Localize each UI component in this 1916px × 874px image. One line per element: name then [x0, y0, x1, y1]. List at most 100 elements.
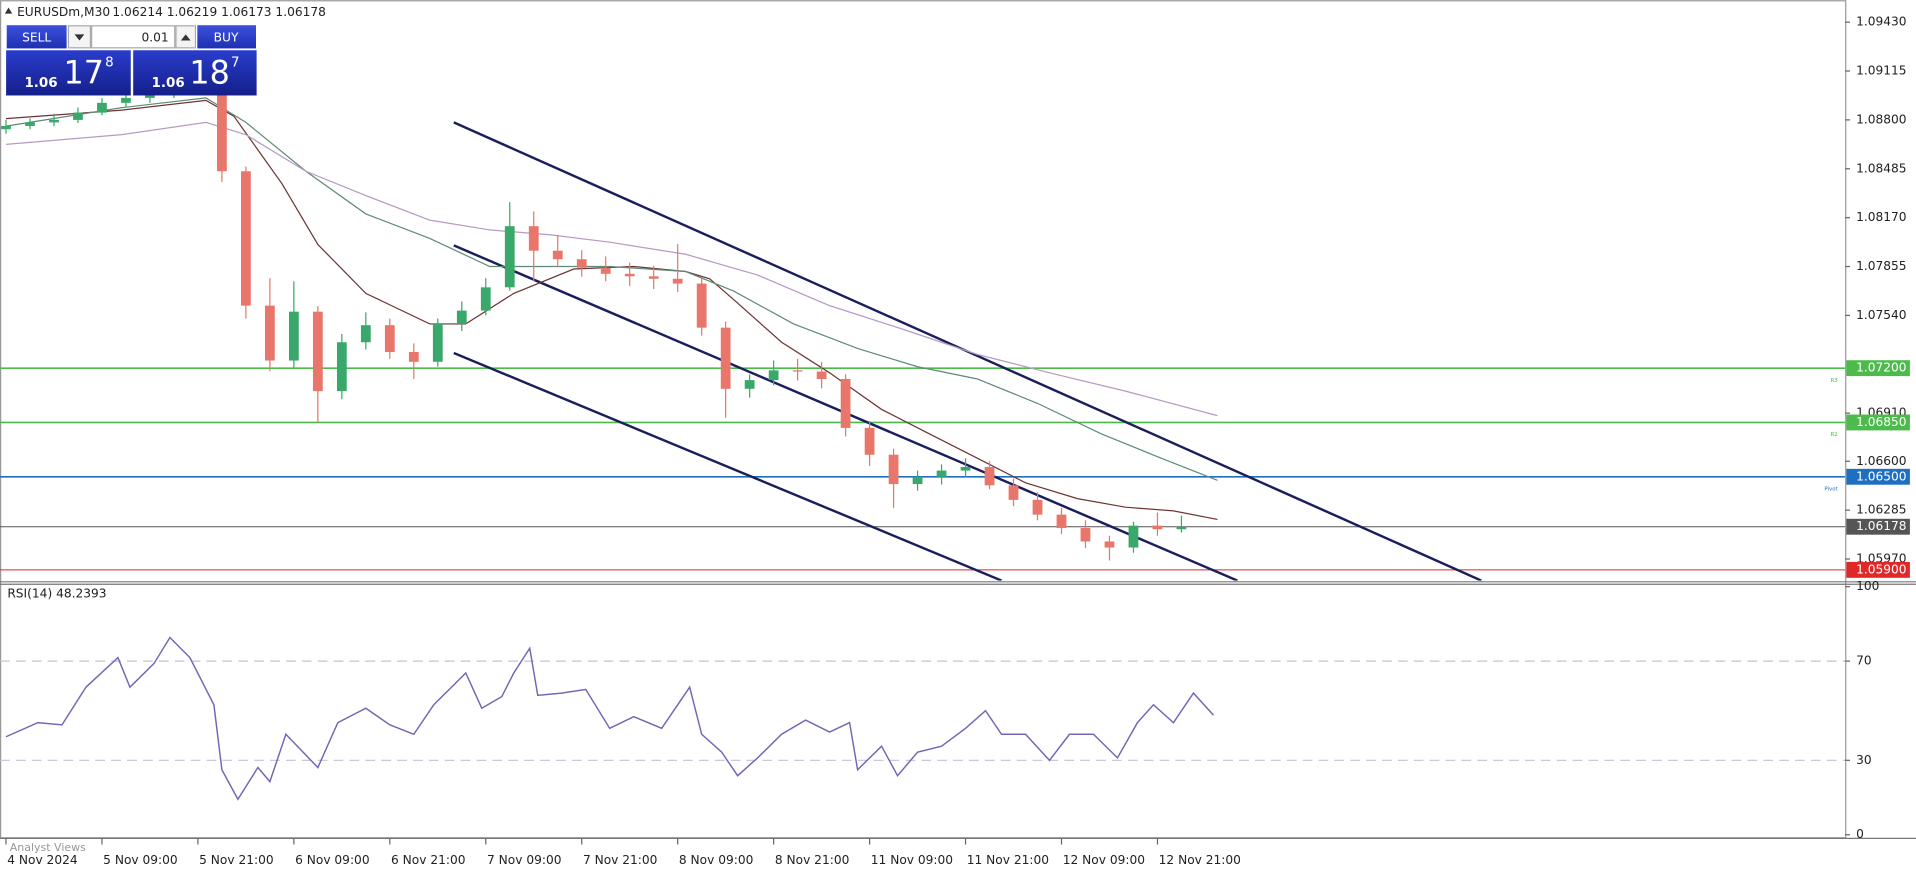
price-plot — [0, 82, 1846, 581]
price-label-box — [1846, 518, 1910, 535]
rsi-plot — [0, 636, 1846, 801]
candle-body — [456, 310, 467, 324]
candle-body — [360, 325, 371, 343]
analyst-views[interactable]: Analyst Views — [10, 841, 86, 854]
bid-point: 8 — [105, 55, 114, 70]
rsi-tick-label: 0 — [1856, 827, 1864, 841]
candle-body — [672, 278, 683, 284]
candle-body — [720, 327, 731, 389]
sell-button[interactable] — [5, 23, 68, 50]
candle-body — [912, 476, 923, 485]
x-tick-label: 8 Nov 09:00 — [679, 853, 754, 867]
bid-pips: 17 — [64, 56, 104, 92]
candle-body — [25, 122, 35, 126]
x-tick-label: 11 Nov 09:00 — [871, 853, 953, 867]
y-tick-label: 1.06600 — [1856, 454, 1906, 468]
candle-body — [960, 466, 971, 471]
candle-body — [1176, 526, 1187, 530]
price-label: 1.06178 — [1856, 519, 1906, 533]
candle-body — [840, 379, 851, 428]
candle-body — [552, 250, 563, 260]
candle-body — [864, 427, 875, 455]
price-label: 1.06500 — [1856, 469, 1906, 483]
candle-body — [624, 273, 635, 277]
candle-body — [888, 454, 899, 485]
candle-body — [816, 371, 827, 380]
candle-body — [121, 97, 131, 103]
candle-body — [528, 226, 539, 251]
x-tick-label: 7 Nov 21:00 — [583, 853, 658, 867]
x-tick-label: 11 Nov 21:00 — [967, 853, 1049, 867]
x-tick-label: 12 Nov 09:00 — [1063, 853, 1145, 867]
price-label-box — [1846, 468, 1910, 485]
trade-panel: SELL 0.01 BUY 1.06 17 8 1.06 18 7 — [5, 23, 258, 96]
y-tick-label: 1.09115 — [1856, 64, 1906, 78]
rsi-line — [5, 636, 1214, 801]
price-label-box — [1846, 561, 1910, 578]
ask-point: 7 — [231, 55, 240, 70]
y-tick-label: 1.09430 — [1856, 15, 1906, 29]
candle-body — [288, 311, 299, 361]
y-tick-label: 1.07540 — [1856, 308, 1906, 322]
candle-body — [768, 370, 779, 381]
x-tick-label: 7 Nov 09:00 — [487, 853, 562, 867]
candle-body — [408, 352, 419, 362]
ask-box[interactable] — [133, 50, 257, 96]
candle-body — [1056, 514, 1067, 528]
candle-body — [49, 119, 59, 123]
candle-body — [600, 267, 611, 274]
pivot-tag: Pivot — [1824, 486, 1838, 492]
y-tick-label: 1.08170 — [1856, 210, 1906, 224]
candle-body — [936, 470, 947, 477]
lot-value: 0.01 — [141, 31, 168, 45]
x-tick-label: 5 Nov 21:00 — [199, 853, 274, 867]
candle-body — [145, 94, 155, 98]
lot-input[interactable] — [91, 25, 176, 49]
collapse-icon[interactable] — [4, 7, 13, 14]
ask-pips: 18 — [189, 56, 229, 92]
candle-body — [73, 112, 83, 120]
candle-body — [1152, 525, 1163, 530]
y-tick-label: 1.08800 — [1856, 112, 1906, 126]
candle-body — [264, 305, 275, 361]
candle-body — [336, 342, 347, 392]
bid-big: 1.06 — [24, 76, 57, 91]
y-tick-label: 1.06285 — [1856, 503, 1906, 517]
price-label-box — [1846, 414, 1910, 431]
pivot-tag: R2 — [1830, 432, 1837, 438]
candle-body — [432, 323, 443, 362]
price-label-box — [1846, 360, 1910, 377]
candle-body — [1128, 525, 1139, 548]
price-label: 1.05900 — [1856, 562, 1906, 576]
candle-body — [504, 226, 515, 288]
rsi-tick-label: 70 — [1856, 654, 1872, 668]
candle-body — [696, 283, 707, 328]
candle-body — [576, 259, 587, 268]
x-tick-label: 6 Nov 21:00 — [391, 853, 466, 867]
x-tick-label: 5 Nov 09:00 — [103, 853, 178, 867]
candle-body — [1, 125, 11, 130]
x-tick-label: 12 Nov 21:00 — [1159, 853, 1241, 867]
candle-body — [384, 325, 395, 353]
candle-body — [744, 380, 755, 389]
bid-box[interactable] — [6, 50, 131, 96]
price-label: 1.06850 — [1856, 415, 1906, 429]
candle-body — [1080, 527, 1091, 542]
moving-average — [5, 97, 1218, 481]
buy-button[interactable] — [196, 23, 258, 50]
up-arrow — [180, 34, 191, 41]
pivot-tag: R3 — [1830, 378, 1838, 384]
x-tick-label: 6 Nov 09:00 — [295, 853, 370, 867]
channel-line — [453, 351, 1002, 581]
price-label: 1.07200 — [1856, 361, 1906, 375]
ohlc-quote: 1.06214 1.06219 1.06173 1.06178 — [112, 5, 326, 19]
y-tick-label: 1.08485 — [1856, 161, 1906, 175]
rsi-tick-label: 30 — [1856, 753, 1872, 767]
rsi-tick-label: 100 — [1856, 579, 1879, 593]
sell-label: SELL — [22, 31, 51, 45]
candle-body — [792, 370, 803, 372]
candle-body — [312, 311, 323, 392]
ask-big: 1.06 — [152, 76, 185, 91]
x-tick-label: 4 Nov 2024 — [7, 853, 78, 867]
